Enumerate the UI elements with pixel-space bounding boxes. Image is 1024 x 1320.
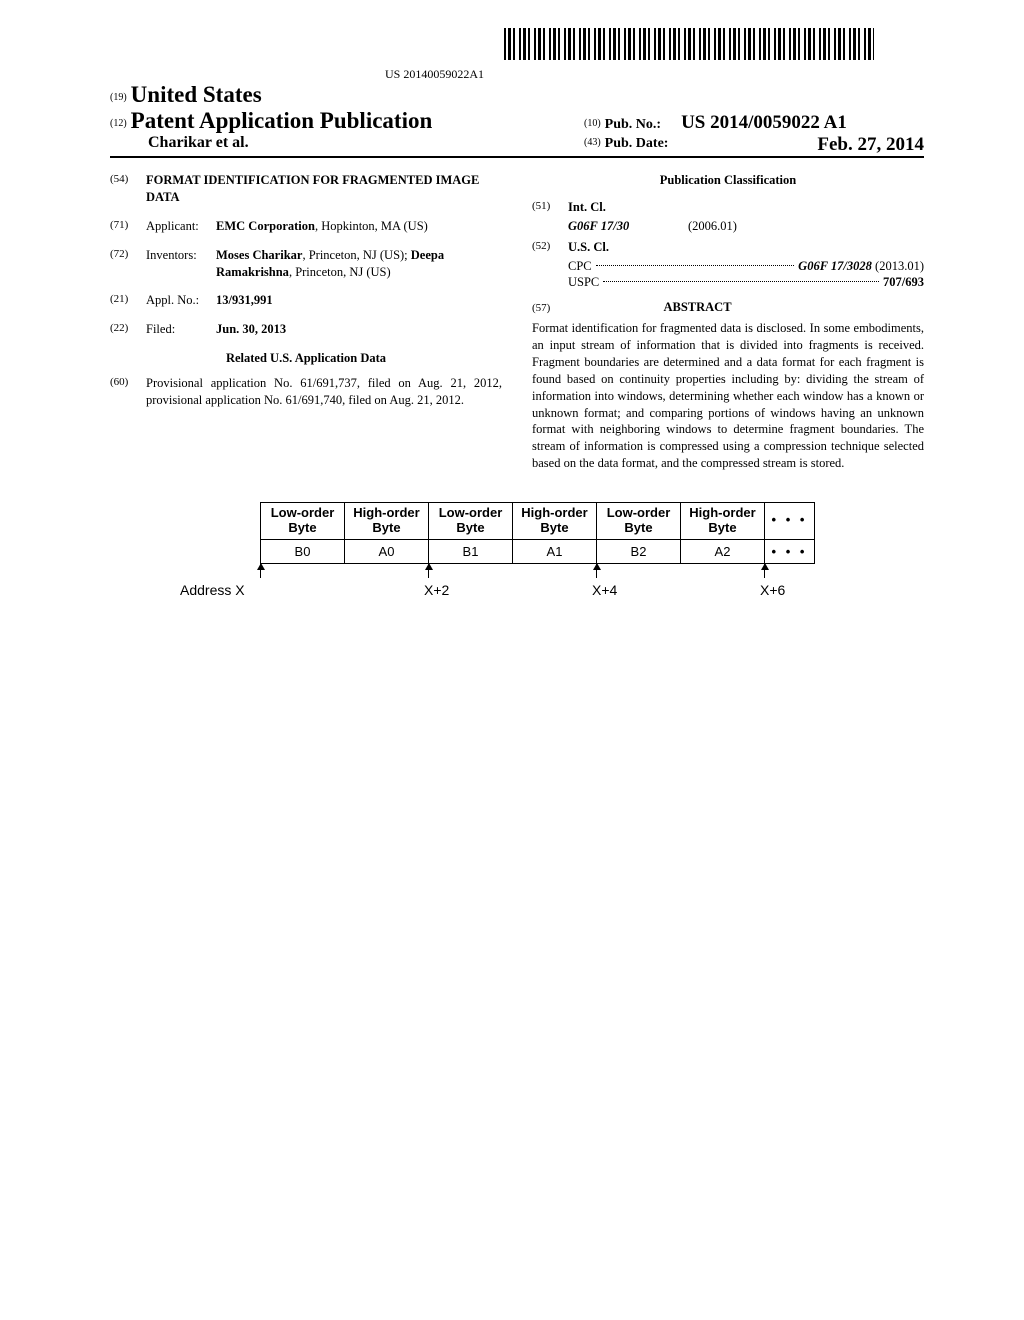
int-cl-value: G06F 17/30: [568, 218, 688, 235]
address-label: X+6: [760, 582, 785, 598]
uspc-row: USPC 707/693: [568, 274, 924, 291]
cpc-year: (2013.01): [875, 258, 924, 275]
byte-data-cell: A1: [513, 539, 597, 563]
us-cl-label: U.S. Cl.: [568, 239, 924, 256]
invention-title: FORMAT IDENTIFICATION FOR FRAGMENTED IMA…: [146, 172, 502, 206]
pub-type-code: (12): [110, 118, 127, 129]
ellipsis-cell: • • •: [765, 539, 815, 563]
address-label: X+4: [592, 582, 617, 598]
pub-date-line: (43) Pub. Date: Feb. 27, 2014: [584, 134, 924, 152]
arrow-icon: [260, 564, 261, 578]
byte-header-cell: Low-orderByte: [429, 503, 513, 540]
us-cl-code: (52): [532, 239, 568, 256]
cpc-row: CPC G06F 17/3028 (2013.01): [568, 258, 924, 275]
pub-no-value: US 2014/0059022 A1: [681, 112, 847, 133]
uspc-label: USPC: [568, 274, 599, 291]
divider: [110, 156, 924, 158]
country: United States: [131, 82, 262, 107]
byte-data-cell: A2: [681, 539, 765, 563]
abstract-label: ABSTRACT: [663, 300, 731, 314]
byte-data-cell: B1: [429, 539, 513, 563]
applicant-label: Applicant:: [146, 218, 216, 235]
pub-no-line: (10) Pub. No.: US 2014/0059022 A1: [584, 112, 924, 134]
title-code: (54): [110, 172, 146, 206]
related-heading: Related U.S. Application Data: [110, 350, 502, 367]
pub-date-label: Pub. Date:: [605, 136, 669, 151]
filed-code: (22): [110, 321, 146, 338]
int-cl-label: Int. Cl.: [568, 199, 924, 216]
provisional-code: (60): [110, 375, 146, 409]
byte-header-cell: High-orderByte: [513, 503, 597, 540]
arrow-icon: [428, 564, 429, 578]
filed-value: Jun. 30, 2013: [216, 321, 502, 338]
ellipsis-cell: • • •: [765, 503, 815, 540]
figure: Low-orderByteHigh-orderByteLow-orderByte…: [110, 502, 924, 602]
int-cl-code: (51): [532, 199, 568, 216]
pub-no-label: Pub. No.:: [605, 117, 661, 132]
barcode-text: US 20140059022A1: [110, 67, 759, 82]
appl-code: (21): [110, 292, 146, 309]
country-line: (19) United States: [110, 82, 470, 108]
int-cl-year: (2006.01): [688, 218, 737, 235]
inventors-label: Inventors:: [146, 247, 216, 281]
cpc-label: CPC: [568, 258, 592, 275]
byte-header-cell: High-orderByte: [681, 503, 765, 540]
filed-label: Filed:: [146, 321, 216, 338]
arrow-icon: [596, 564, 597, 578]
byte-data-cell: B2: [597, 539, 681, 563]
byte-table: Low-orderByteHigh-orderByteLow-orderByte…: [260, 502, 815, 564]
pub-type-line: (12) Patent Application Publication: [110, 108, 470, 134]
appl-label: Appl. No.:: [146, 292, 216, 309]
provisional-text: Provisional application No. 61/691,737, …: [146, 375, 502, 409]
country-code: (19): [110, 92, 127, 103]
barcode: [504, 28, 874, 60]
cpc-value: G06F 17/3028: [798, 258, 872, 275]
uspc-value: 707/693: [883, 274, 924, 291]
pub-date-code: (43): [584, 137, 601, 148]
byte-header-cell: Low-orderByte: [597, 503, 681, 540]
pub-date-value: Feb. 27, 2014: [817, 134, 924, 156]
left-column: (54) FORMAT IDENTIFICATION FOR FRAGMENTE…: [110, 172, 502, 472]
abstract-text: Format identification for fragmented dat…: [532, 320, 924, 472]
byte-header-cell: High-orderByte: [345, 503, 429, 540]
address-label: X+2: [424, 582, 449, 598]
applicant-code: (71): [110, 218, 146, 235]
inventors-code: (72): [110, 247, 146, 281]
right-column: Publication Classification (51) Int. Cl.…: [532, 172, 924, 472]
byte-data-cell: B0: [261, 539, 345, 563]
barcode-section: US 20140059022A1: [110, 28, 874, 82]
int-cl-row: G06F 17/30 (2006.01): [568, 218, 924, 235]
abstract-code: (57): [532, 302, 550, 314]
classification-heading: Publication Classification: [532, 172, 924, 189]
arrow-icon: [764, 564, 765, 578]
authors: Charikar et al.: [148, 134, 470, 152]
address-x-label: Address X: [180, 582, 245, 598]
pub-no-code: (10): [584, 118, 601, 129]
appl-value: 13/931,991: [216, 292, 502, 309]
byte-data-cell: A0: [345, 539, 429, 563]
byte-header-cell: Low-orderByte: [261, 503, 345, 540]
applicant-value: EMC Corporation, Hopkinton, MA (US): [216, 218, 502, 235]
inventors-value: Moses Charikar, Princeton, NJ (US); Deep…: [216, 247, 502, 281]
pub-type: Patent Application Publication: [131, 108, 433, 133]
